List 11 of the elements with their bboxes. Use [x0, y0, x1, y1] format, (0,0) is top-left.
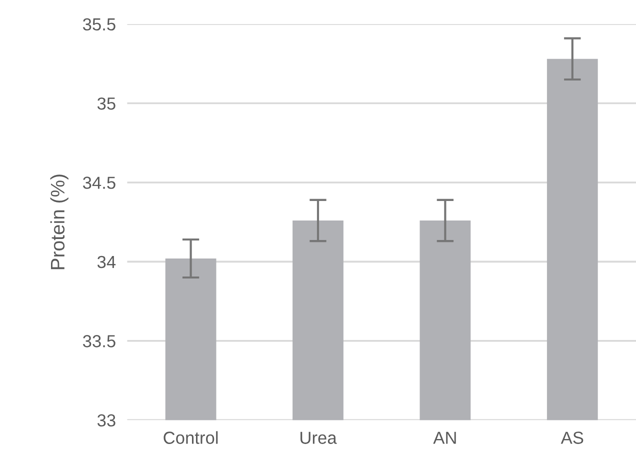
y-tick-label: 33	[97, 414, 116, 427]
x-tick-label: Control	[164, 431, 218, 444]
y-tick-label: 34	[97, 256, 116, 268]
y-tick-label: 34.5	[82, 176, 116, 189]
y-tick-label: 33.5	[82, 335, 116, 348]
x-tick-label: Urea	[300, 432, 337, 444]
x-tick-label: AS	[560, 432, 584, 444]
y-axis-title: Protein (%)	[50, 174, 68, 270]
x-tick-label: AN	[433, 432, 456, 444]
y-tick-label: 35	[97, 97, 116, 110]
y-tick-label: 35.5	[82, 18, 116, 31]
